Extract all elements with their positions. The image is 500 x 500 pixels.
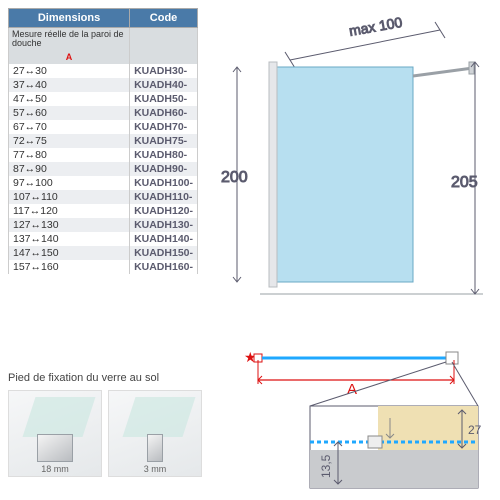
code-cell: KUADH60- (130, 106, 198, 120)
code-cell: KUADH75- (130, 134, 198, 148)
code-cell: KUADH160- (130, 260, 198, 274)
table-row: 107↔110KUADH110- (9, 190, 198, 204)
dim-cell: 72↔75 (9, 134, 130, 148)
table-row: 27↔30KUADH30- (9, 64, 198, 78)
dim-cell: 77↔80 (9, 148, 130, 162)
dim-cell: 127↔130 (9, 218, 130, 232)
dim-cell: 87↔90 (9, 162, 130, 176)
svg-text:200: 200 (221, 169, 248, 186)
dim-cell: 157↔160 (9, 260, 130, 274)
max-width-label: max 100 (348, 14, 404, 39)
svg-text:27: 27 (468, 423, 482, 437)
code-cell: KUADH40- (130, 78, 198, 92)
dimensions-table: DimensionsCode Mesure réelle de la paroi… (8, 8, 198, 274)
col-code: Code (130, 9, 198, 28)
foot-fixation-title: Pied de fixation du verre au sol (8, 372, 159, 384)
dim-cell: 107↔110 (9, 190, 130, 204)
code-cell: KUADH110- (130, 190, 198, 204)
table-row: 67↔70KUADH70- (9, 120, 198, 134)
table-row: 127↔130KUADH130- (9, 218, 198, 232)
code-cell: KUADH30- (130, 64, 198, 78)
code-cell: KUADH150- (130, 246, 198, 260)
code-cell: KUADH100- (130, 176, 198, 190)
table-row: 72↔75KUADH75- (9, 134, 198, 148)
table-row: 137↔140KUADH140- (9, 232, 198, 246)
foot-fixation-images: ★ ★ 18 mm 3 mm (8, 390, 208, 490)
svg-text:13,5: 13,5 (319, 454, 333, 478)
dim-cell: 117↔120 (9, 204, 130, 218)
dim-cell: 47↔50 (9, 92, 130, 106)
dim-header-A: A (9, 51, 130, 64)
code-cell: KUADH130- (130, 218, 198, 232)
foot-dim-left: 18 mm (9, 464, 101, 474)
dim-cell: 147↔150 (9, 246, 130, 260)
table-row: 147↔150KUADH150- (9, 246, 198, 260)
plan-view: ★ A 27 13,5 (240, 348, 490, 493)
col-dim: Dimensions (9, 9, 130, 28)
shower-panel-diagram: max 100 200 205 (215, 12, 490, 332)
table-row: 87↔90KUADH90- (9, 162, 198, 176)
dim-cell: 57↔60 (9, 106, 130, 120)
foot-clip-image: 3 mm (108, 390, 202, 477)
table-row: 157↔160KUADH160- (9, 260, 198, 274)
svg-text:A: A (347, 381, 357, 398)
code-cell: KUADH140- (130, 232, 198, 246)
table-row: 37↔40KUADH40- (9, 78, 198, 92)
foot-clip-image: 18 mm (8, 390, 102, 477)
code-cell: KUADH50- (130, 92, 198, 106)
table-row: 57↔60KUADH60- (9, 106, 198, 120)
code-cell: KUADH70- (130, 120, 198, 134)
table-row: 47↔50KUADH50- (9, 92, 198, 106)
table-row: 117↔120KUADH120- (9, 204, 198, 218)
code-cell: KUADH80- (130, 148, 198, 162)
dim-cell: 97↔100 (9, 176, 130, 190)
code-cell: KUADH90- (130, 162, 198, 176)
code-cell: KUADH120- (130, 204, 198, 218)
sub-header: Mesure réelle de la paroi de douche (9, 28, 130, 51)
foot-dim-right: 3 mm (109, 464, 201, 474)
table-row: 97↔100KUADH100- (9, 176, 198, 190)
dim-cell: 67↔70 (9, 120, 130, 134)
dim-cell: 27↔30 (9, 64, 130, 78)
dim-cell: 137↔140 (9, 232, 130, 246)
dim-cell: 37↔40 (9, 78, 130, 92)
table-row: 77↔80KUADH80- (9, 148, 198, 162)
svg-text:205: 205 (451, 174, 478, 191)
